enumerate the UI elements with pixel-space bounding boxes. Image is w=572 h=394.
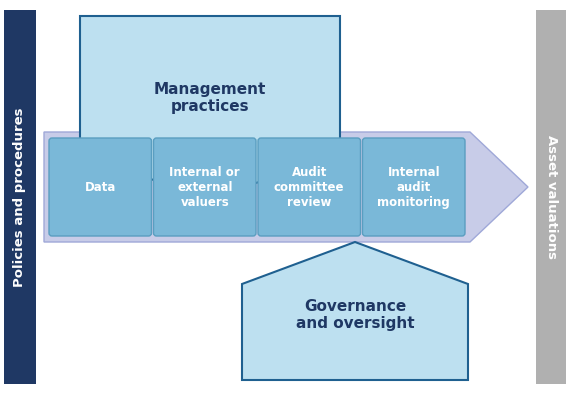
Text: Governance
and oversight: Governance and oversight [296, 299, 414, 331]
Text: Internal
audit
monitoring: Internal audit monitoring [378, 165, 450, 208]
Text: Data: Data [85, 180, 116, 193]
Polygon shape [80, 16, 340, 196]
FancyBboxPatch shape [153, 138, 256, 236]
Bar [536, 10, 566, 384]
Text: Audit
committee
review: Audit committee review [274, 165, 344, 208]
Text: Internal or
external
valuers: Internal or external valuers [169, 165, 240, 208]
FancyBboxPatch shape [49, 138, 152, 236]
Text: Policies and procedures: Policies and procedures [14, 107, 26, 287]
Text: Asset valuations: Asset valuations [545, 135, 558, 259]
FancyBboxPatch shape [363, 138, 465, 236]
Bar [4, 10, 36, 384]
Polygon shape [242, 242, 468, 380]
Polygon shape [44, 132, 528, 242]
Text: Management
practices: Management practices [154, 82, 266, 114]
FancyBboxPatch shape [258, 138, 360, 236]
